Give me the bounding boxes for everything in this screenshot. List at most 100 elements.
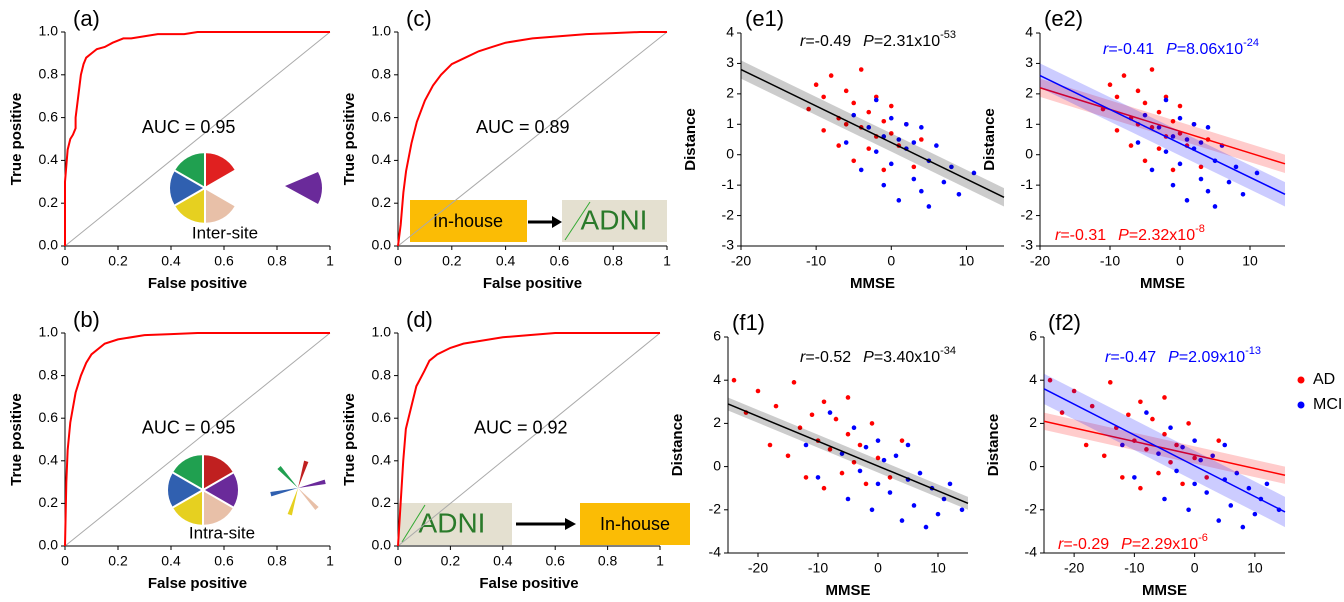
point xyxy=(1168,425,1173,431)
point xyxy=(1191,121,1197,127)
x-tick-label: 0.4 xyxy=(161,553,181,569)
y-tick-label: -4 xyxy=(1025,544,1038,560)
point xyxy=(1128,143,1134,148)
stat-part: -53 xyxy=(940,29,956,41)
point xyxy=(899,438,905,443)
point xyxy=(1156,125,1162,130)
x-tick-label: 0 xyxy=(1191,560,1199,576)
stat-part: P xyxy=(1121,536,1132,553)
pie-slice xyxy=(204,491,233,525)
y-tick-label: 1 xyxy=(1025,115,1033,131)
panel-title: (a) xyxy=(73,6,100,31)
stat-part: =3.40x10 xyxy=(874,349,940,366)
pie-slice xyxy=(206,153,235,187)
inset-label: Intra-site xyxy=(189,523,255,542)
point xyxy=(1216,518,1222,523)
y-tick-label: 0.6 xyxy=(372,409,392,425)
point xyxy=(1126,412,1131,418)
point xyxy=(1212,204,1218,209)
point xyxy=(1107,380,1113,385)
x-axis-label: False positive xyxy=(483,275,582,292)
point xyxy=(881,118,887,124)
point xyxy=(863,481,869,487)
point xyxy=(1156,451,1161,456)
point xyxy=(1192,438,1197,443)
x-tick-label: 0 xyxy=(394,253,402,269)
point xyxy=(875,481,881,487)
wedge xyxy=(285,172,322,204)
point xyxy=(1101,453,1107,459)
point xyxy=(755,388,761,394)
point xyxy=(851,112,857,118)
roc-curve xyxy=(397,31,667,247)
panel-title: (d) xyxy=(406,307,433,332)
y-tick-label: 4 xyxy=(726,24,734,40)
x-tick-label: 10 xyxy=(959,253,975,269)
point xyxy=(1180,444,1185,450)
x-tick-label: -10 xyxy=(808,560,828,576)
point xyxy=(893,453,899,459)
box xyxy=(398,503,512,545)
point xyxy=(851,158,857,164)
y-tick-label: 0.2 xyxy=(372,494,392,510)
point xyxy=(941,496,947,502)
y-tick-label: -3 xyxy=(1021,237,1034,253)
point xyxy=(1246,485,1252,491)
stat-text: r=-0.49 P=2.31x10-53 xyxy=(800,29,956,50)
point xyxy=(1222,442,1228,448)
point xyxy=(923,524,929,530)
x-tick-label: 0.6 xyxy=(550,253,570,269)
stat-text: r=-0.31 P=2.32x10-8 xyxy=(1055,223,1205,244)
point xyxy=(866,146,872,151)
point xyxy=(1142,158,1148,164)
point xyxy=(917,470,923,476)
point xyxy=(836,143,841,148)
reference-diagonal xyxy=(64,31,331,247)
point xyxy=(1168,459,1173,465)
point xyxy=(821,485,827,491)
x-tick-label: 0 xyxy=(887,253,895,269)
point xyxy=(956,191,962,197)
y-tick-label: -2 xyxy=(722,206,735,222)
point xyxy=(858,167,864,173)
x-tick-label: 0.2 xyxy=(108,253,128,269)
y-tick-label: -1 xyxy=(1021,176,1034,192)
y-tick-label: 0.4 xyxy=(372,452,392,468)
stat-part: P xyxy=(1166,41,1177,58)
point xyxy=(1132,475,1137,480)
point xyxy=(1144,447,1149,452)
stat-part: r xyxy=(1055,227,1061,244)
x-tick-label: 0 xyxy=(874,560,882,576)
y-tick-label: 2 xyxy=(1029,414,1037,430)
point xyxy=(873,149,879,154)
y-tick-label: 0.6 xyxy=(39,108,59,124)
point xyxy=(1162,395,1167,400)
point xyxy=(813,82,819,88)
point xyxy=(1204,475,1209,480)
point xyxy=(1252,511,1258,517)
point xyxy=(843,88,849,94)
point xyxy=(881,167,887,173)
stat-part: =-0.29 xyxy=(1063,536,1109,553)
stat-part: r xyxy=(1103,41,1109,58)
stat-part: r xyxy=(800,33,806,50)
star-ray xyxy=(287,488,298,516)
point xyxy=(839,451,845,456)
point xyxy=(971,170,977,176)
stat-part: P xyxy=(863,349,874,366)
point xyxy=(888,131,894,136)
y-tick-label: 3 xyxy=(726,54,734,70)
point xyxy=(1163,97,1169,103)
point xyxy=(858,67,864,72)
fit-line xyxy=(1043,388,1286,513)
point xyxy=(935,511,941,517)
pie-slice xyxy=(175,189,204,223)
y-tick-label: 0.2 xyxy=(39,494,59,510)
y-axis-label: True positive xyxy=(8,93,25,186)
point xyxy=(911,164,917,170)
stat-part: r xyxy=(1058,536,1064,553)
point xyxy=(1162,431,1167,437)
y-tick-label: -2 xyxy=(1021,206,1034,222)
x-tick-label: 0.4 xyxy=(493,553,513,569)
pie-slice xyxy=(168,473,201,507)
